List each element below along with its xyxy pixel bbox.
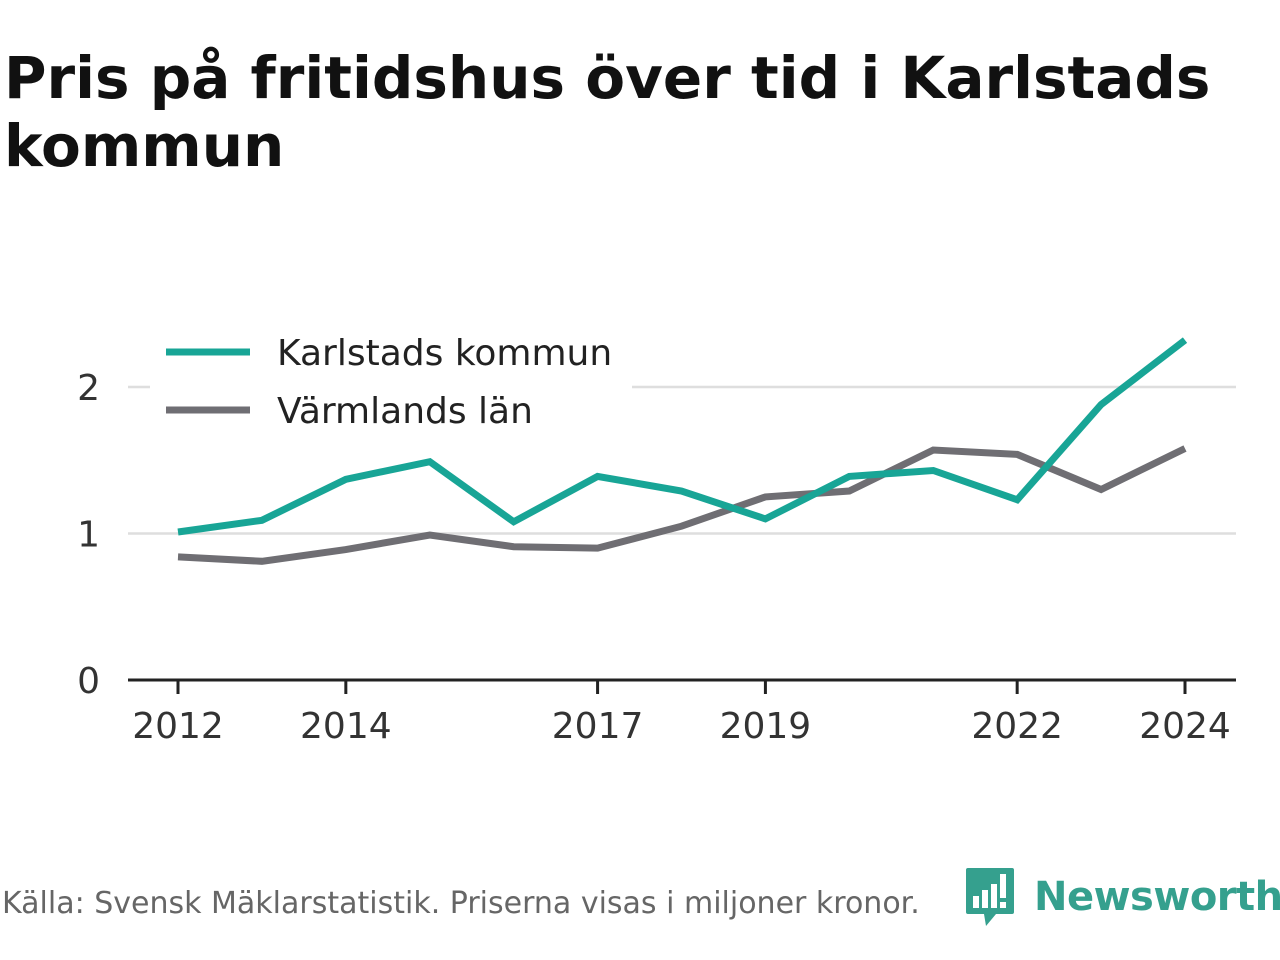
chart-title: Pris på fritidshus över tid i Karlstads … xyxy=(4,44,1211,180)
legend-label: Värmlands län xyxy=(277,391,533,432)
legend-background xyxy=(150,322,632,440)
x-tick-label: 2014 xyxy=(300,706,392,747)
x-tick-label: 2022 xyxy=(971,706,1063,747)
series-line-karlstads-kommun xyxy=(177,337,1188,536)
x-tick-label: 2012 xyxy=(132,706,224,747)
brand-logo: Newsworthy xyxy=(964,866,1280,928)
x-tick-label: 2024 xyxy=(1139,706,1231,747)
series-line-värmlands-län xyxy=(177,445,1187,565)
series-lines xyxy=(177,337,1188,565)
y-tick-label: 0 xyxy=(77,661,100,702)
legend-label: Karlstads kommun xyxy=(277,333,612,374)
x-axis: 2012 2014 2017 2019 2022 2024 xyxy=(128,678,1236,747)
y-tick-label: 1 xyxy=(77,515,100,556)
y-axis-ticks: 0 1 2 xyxy=(77,368,100,702)
legend: Karlstads kommun Värmlands län xyxy=(150,322,632,440)
bar-chart-speech-bubble-icon xyxy=(966,868,1014,926)
x-tick-label: 2019 xyxy=(720,706,812,747)
x-tick-label: 2017 xyxy=(552,706,644,747)
y-tick-label: 2 xyxy=(77,368,100,409)
source-note: Källa: Svensk Mäklarstatistik. Priserna … xyxy=(2,886,920,921)
brand-name: Newsworthy xyxy=(1034,874,1280,920)
